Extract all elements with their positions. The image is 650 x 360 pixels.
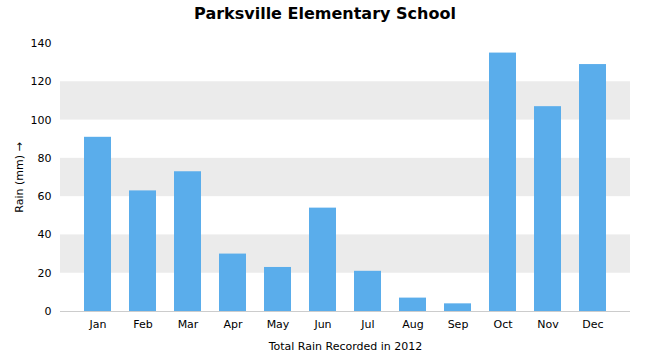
html-text:Parksville Elementary School: Parksville Elementary School xyxy=(194,4,456,23)
svg-text:Sep: Sep xyxy=(448,318,469,331)
svg-text:Apr: Apr xyxy=(223,318,243,331)
svg-text:Total Rain Recorded in 2012: Total Rain Recorded in 2012 xyxy=(268,340,423,353)
svg-text:Jul: Jul xyxy=(360,318,374,331)
svg-text:Feb: Feb xyxy=(133,318,152,331)
svg-text:0: 0 xyxy=(45,305,52,318)
svg-text:Dec: Dec xyxy=(582,318,603,331)
svg-text:Mar: Mar xyxy=(178,318,199,331)
svg-text:Rain (mm) →: Rain (mm) → xyxy=(13,142,26,212)
svg-text:Oct: Oct xyxy=(493,318,513,331)
svg-text:40: 40 xyxy=(38,228,52,241)
svg-text:Jun: Jun xyxy=(313,318,331,331)
svg-text:100: 100 xyxy=(31,114,52,127)
svg-text:60: 60 xyxy=(38,190,52,203)
svg-text:Nov: Nov xyxy=(537,318,559,331)
svg-text:120: 120 xyxy=(31,75,52,88)
svg-text:20: 20 xyxy=(38,267,52,280)
svg-text:Aug: Aug xyxy=(402,318,423,331)
svg-text:May: May xyxy=(267,318,290,331)
svg-text:140: 140 xyxy=(31,37,52,50)
svg-text:Jan: Jan xyxy=(89,318,107,331)
svg-text:80: 80 xyxy=(38,152,52,165)
